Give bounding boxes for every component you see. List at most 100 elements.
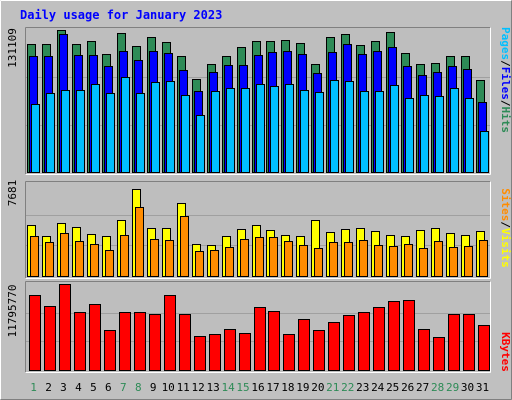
bar-kbytes	[463, 314, 475, 371]
bar-sites	[284, 241, 293, 277]
bar-pages	[151, 82, 160, 173]
bar-pages	[435, 96, 444, 173]
bar-pages	[345, 81, 354, 173]
bar-sites	[329, 242, 338, 277]
bar-pages	[330, 80, 339, 173]
bar-sites	[120, 235, 129, 277]
day-label: 24	[371, 381, 385, 394]
chart-title: Daily usage for January 2023	[20, 8, 222, 22]
bar-sites	[449, 247, 458, 277]
bar-sites	[314, 248, 323, 277]
bar-sites	[374, 245, 383, 277]
day-label: 23	[356, 381, 369, 394]
day-label: 19	[296, 381, 309, 394]
bar-pages	[76, 90, 85, 173]
day-label: 6	[105, 381, 112, 394]
bar-kbytes	[403, 300, 415, 371]
bar-kbytes	[89, 304, 101, 371]
bar-pages	[61, 90, 70, 173]
day-label: 21	[326, 381, 339, 394]
bar-kbytes	[343, 315, 355, 371]
day-label: 28	[431, 381, 444, 394]
bar-kbytes	[433, 337, 445, 371]
day-label: 16	[251, 381, 264, 394]
bar-pages	[211, 91, 220, 173]
legend-kbytes: KBytes	[499, 332, 512, 372]
legend-pages-files-hits: Pages/Files/Hits	[499, 27, 512, 133]
bar-kbytes	[104, 330, 116, 371]
day-label: 10	[162, 381, 175, 394]
bar-sites	[419, 248, 428, 277]
day-label: 25	[386, 381, 399, 394]
bar-kbytes	[209, 334, 221, 371]
bar-kbytes	[59, 284, 71, 371]
day-label: 4	[75, 381, 82, 394]
bar-sites	[479, 240, 488, 277]
bar-sites	[195, 251, 204, 277]
bar-sites	[255, 237, 264, 277]
day-label: 14	[221, 381, 235, 394]
bar-sites	[165, 240, 174, 277]
x-axis-day-labels: 1 2 3 4 5 6 7 8 9 10 11 12 13 14 15 16 17 18 19 20 21 22 23 24 2…	[30, 381, 489, 394]
bar-kbytes	[164, 295, 176, 371]
bar-pages	[181, 95, 190, 173]
bar-pages	[241, 88, 250, 173]
bar-kbytes	[149, 314, 161, 371]
bar-kbytes	[358, 312, 370, 371]
bar-pages	[270, 86, 279, 173]
bar-kbytes	[373, 307, 385, 371]
legend-entry: Visits	[499, 228, 512, 268]
legend-entry: KBytes	[499, 332, 512, 372]
bar-kbytes	[478, 325, 490, 371]
max-label-hits: 131109	[6, 28, 19, 68]
bar-kbytes	[313, 330, 325, 371]
legend-entry: /	[499, 221, 512, 228]
bar-pages	[285, 84, 294, 173]
bar-pages	[375, 91, 384, 173]
max-label-kbytes: 11795770	[6, 285, 19, 338]
bar-sites	[90, 244, 99, 277]
bar-sites	[240, 239, 249, 277]
bar-sites	[225, 247, 234, 277]
bar-pages	[31, 104, 40, 173]
day-label: 13	[206, 381, 219, 394]
day-label: 30	[461, 381, 474, 394]
bar-pages	[420, 95, 429, 173]
bar-sites	[210, 250, 219, 277]
bar-sites	[105, 250, 114, 277]
bar-sites	[150, 239, 159, 277]
day-label: 27	[416, 381, 429, 394]
bar-kbytes	[194, 336, 206, 371]
bar-sites	[464, 246, 473, 277]
day-label: 9	[150, 381, 157, 394]
day-label: 8	[135, 381, 142, 394]
day-label: 26	[401, 381, 414, 394]
bar-kbytes	[418, 329, 430, 371]
bar-pages	[300, 90, 309, 173]
bar-pages	[46, 93, 55, 173]
day-label: 20	[311, 381, 324, 394]
bar-sites	[135, 207, 144, 277]
bar-pages	[106, 93, 115, 173]
day-label: 7	[120, 381, 127, 394]
bar-pages	[315, 92, 324, 173]
bar-kbytes	[134, 312, 146, 371]
day-label: 1	[30, 381, 37, 394]
day-label: 15	[236, 381, 249, 394]
bar-kbytes	[268, 311, 280, 371]
bar-sites	[389, 246, 398, 277]
day-label: 3	[60, 381, 67, 394]
bar-pages	[196, 115, 205, 173]
bar-sites	[180, 216, 189, 277]
bar-pages	[450, 88, 459, 173]
bar-sites	[344, 242, 353, 277]
bar-pages	[465, 98, 474, 173]
bar-sites	[75, 241, 84, 277]
bar-pages	[256, 84, 265, 173]
legend-entry: /	[499, 60, 512, 67]
bar-sites	[45, 242, 54, 277]
bar-sites	[434, 241, 443, 277]
legend-entry: /	[499, 100, 512, 107]
day-label: 17	[266, 381, 279, 394]
bar-kbytes	[239, 333, 251, 371]
